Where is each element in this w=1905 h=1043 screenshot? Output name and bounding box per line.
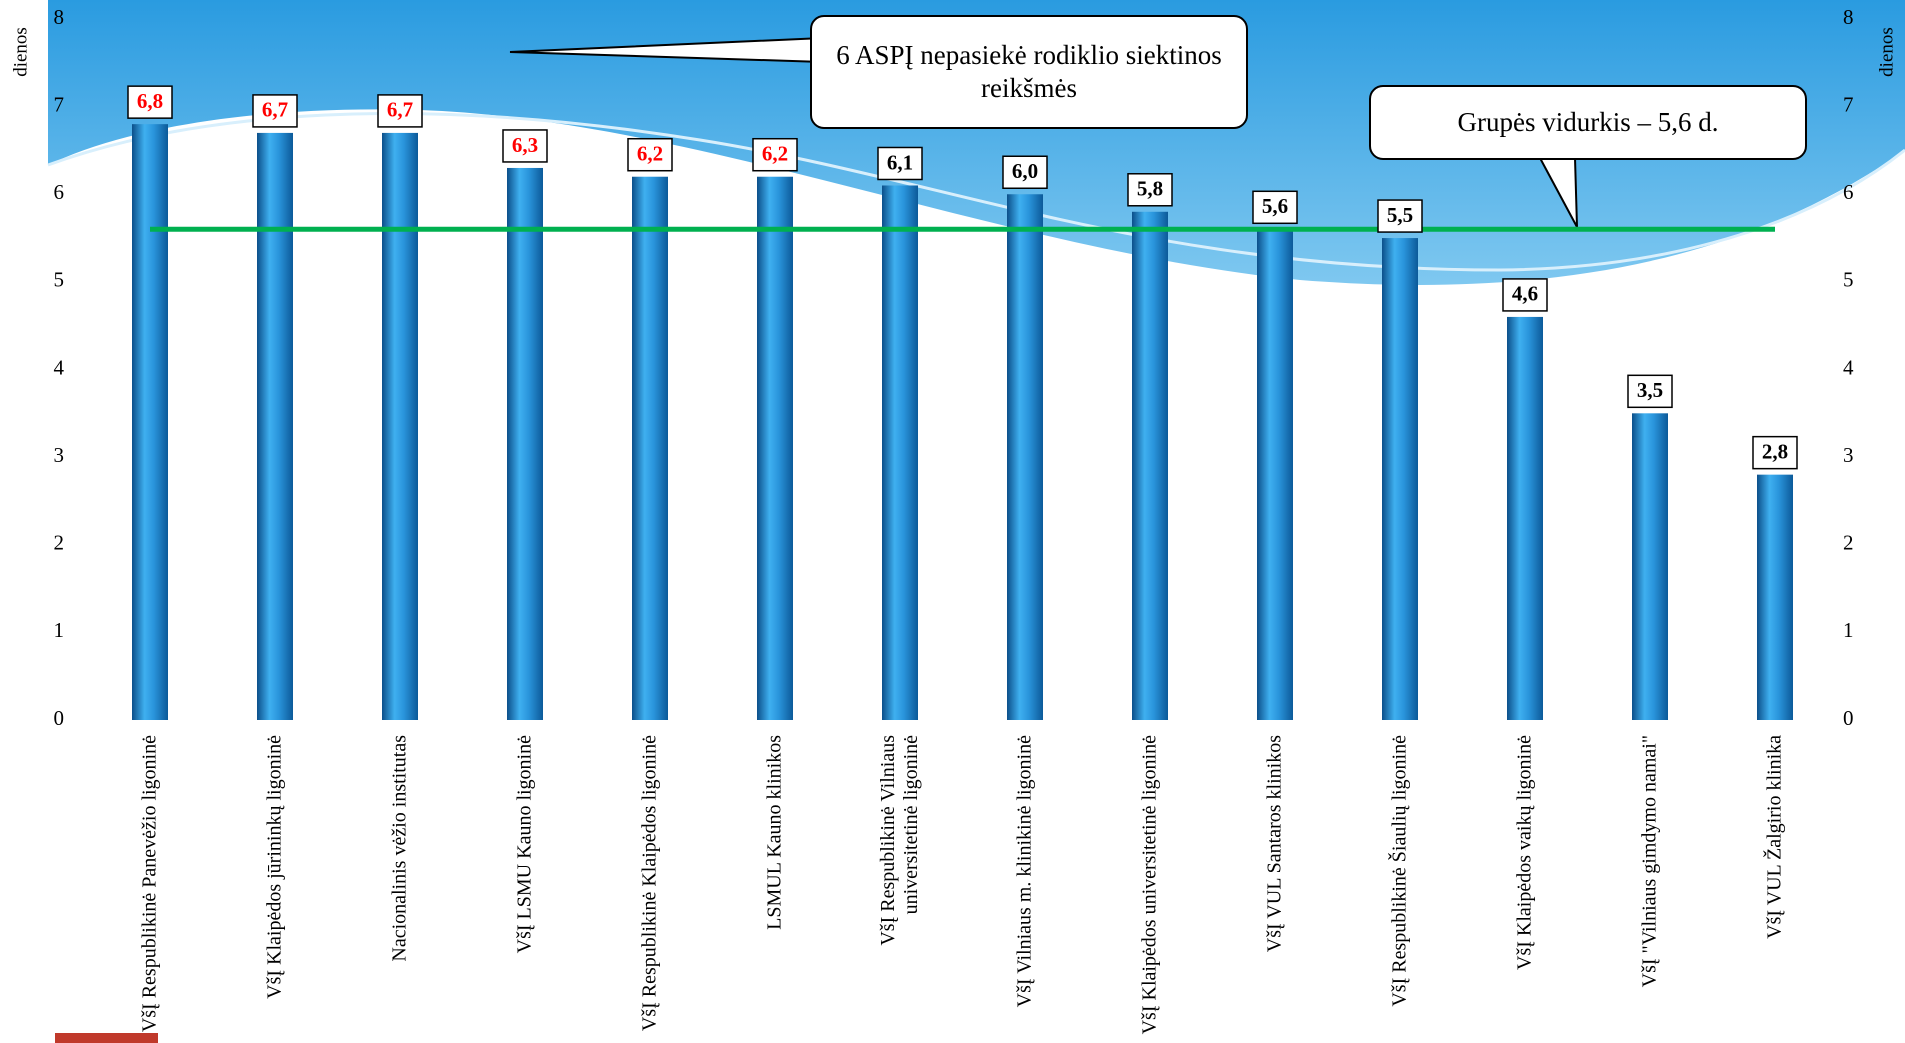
value-label-box bbox=[1627, 374, 1673, 409]
x-tick-label: VšĮ Respublikinė Vilniaus universitetinė… bbox=[877, 735, 922, 946]
x-tick-label: VšĮ Klaipėdos vaikų ligoninė bbox=[1513, 735, 1536, 970]
y-tick-label: 0 bbox=[54, 706, 65, 730]
bar bbox=[257, 132, 293, 721]
x-tick-label: VšĮ LSMU Kauno ligoninė bbox=[513, 735, 536, 954]
value-label-box bbox=[877, 146, 923, 181]
x-tick-label: VšĮ Vilniaus m. klinikinė ligoninė bbox=[1013, 735, 1036, 1008]
y-tick-label: 7 bbox=[54, 92, 65, 116]
value-label: 6,8 bbox=[137, 89, 163, 113]
value-label-box bbox=[377, 94, 423, 128]
y-tick-label: 8 bbox=[54, 5, 65, 29]
value-label-box bbox=[1002, 155, 1048, 189]
x-tick-label: VšĮ Respublikinė Klaipėdos ligoninė bbox=[638, 735, 661, 1032]
logo-fragment bbox=[55, 1033, 158, 1043]
wave-line bbox=[47, 112, 1905, 272]
y2-tick-label: 8 bbox=[1843, 5, 1854, 29]
bar bbox=[632, 176, 668, 721]
y2-tick-label: 7 bbox=[1843, 92, 1854, 116]
x-tick-label: VšĮ Klaipėdos jūrininkų ligoninė bbox=[263, 735, 286, 999]
x-tick-label: VšĮ Klaipėdos universitetinė ligoninė bbox=[1138, 735, 1161, 1035]
bar bbox=[507, 167, 543, 720]
value-label-box bbox=[1127, 173, 1173, 207]
value-label: 6,0 bbox=[1012, 159, 1038, 183]
y2-tick-label: 5 bbox=[1843, 268, 1854, 292]
bar bbox=[1507, 316, 1543, 720]
x-tick-label: LSMUL Kauno klinikos bbox=[763, 735, 786, 930]
x-tick-label: VšĮ VUL Santaros klinikos bbox=[1263, 735, 1286, 953]
y2-tick-label: 0 bbox=[1843, 706, 1854, 730]
value-label-box bbox=[252, 94, 298, 128]
value-label: 5,6 bbox=[1262, 194, 1288, 218]
x-tick-label: VšĮ Respublikinė Panevėžio ligoninė bbox=[138, 735, 161, 1033]
value-label-box bbox=[1377, 199, 1423, 233]
y2-tick-label: 2 bbox=[1843, 531, 1854, 555]
y2-axis-label: dienos bbox=[1876, 27, 1897, 77]
background-wave bbox=[0, 0, 1905, 285]
value-label-box bbox=[752, 137, 798, 172]
value-label-box bbox=[1502, 278, 1548, 312]
value-label-box bbox=[1252, 190, 1298, 225]
y2-tick-label: 4 bbox=[1843, 355, 1854, 379]
annotation: 6 ASPĮ nepasiekė rodiklio siektinos reik… bbox=[810, 15, 1248, 129]
value-label: 6,7 bbox=[262, 98, 288, 122]
bar bbox=[882, 185, 918, 721]
bar bbox=[1257, 229, 1293, 721]
x-tick-label: VšĮ "Vilniaus gimdymo namai" bbox=[1638, 735, 1661, 988]
callout-pointer bbox=[509, 37, 824, 63]
bar bbox=[1757, 474, 1793, 720]
value-label: 3,5 bbox=[1637, 378, 1663, 402]
x-tick-label: VšĮ Respublikinė Šiaulių ligoninė bbox=[1388, 735, 1411, 1007]
value-label-box bbox=[502, 129, 548, 163]
y2-tick-label: 6 bbox=[1843, 180, 1854, 204]
value-label: 6,7 bbox=[387, 98, 413, 122]
bar bbox=[1007, 194, 1043, 720]
value-label: 6,1 bbox=[887, 150, 913, 174]
y-tick-label: 5 bbox=[54, 268, 65, 292]
value-label-box bbox=[1752, 435, 1798, 470]
y-tick-label: 4 bbox=[54, 355, 65, 379]
value-label: 5,8 bbox=[1137, 177, 1163, 201]
bar bbox=[757, 176, 793, 721]
value-label: 4,6 bbox=[1512, 282, 1538, 306]
bar bbox=[382, 132, 418, 721]
bar bbox=[132, 124, 168, 720]
x-tick-label: Nacionalinis vėžio institutas bbox=[388, 735, 411, 962]
y-tick-label: 2 bbox=[54, 531, 65, 555]
x-tick-label: VšĮ VUL Žalgirio klinika bbox=[1763, 735, 1786, 939]
annotation: Grupės vidurkis – 5,6 d. bbox=[1369, 85, 1807, 160]
bar bbox=[1382, 238, 1418, 720]
y-tick-label: 6 bbox=[54, 180, 65, 204]
bar bbox=[1632, 413, 1668, 720]
y-tick-label: 1 bbox=[54, 618, 65, 642]
y2-tick-label: 1 bbox=[1843, 618, 1854, 642]
y2-tick-label: 3 bbox=[1843, 443, 1854, 467]
value-label-box bbox=[627, 137, 673, 172]
bar bbox=[1132, 211, 1168, 720]
value-label: 6,3 bbox=[512, 133, 538, 157]
y-axis-label: dienos bbox=[10, 27, 31, 77]
value-label: 6,2 bbox=[637, 142, 663, 166]
value-label: 2,8 bbox=[1762, 439, 1788, 463]
value-label-box bbox=[127, 85, 173, 119]
value-label: 5,5 bbox=[1387, 203, 1413, 227]
value-label: 6,2 bbox=[762, 142, 788, 166]
y-tick-label: 3 bbox=[54, 443, 65, 467]
